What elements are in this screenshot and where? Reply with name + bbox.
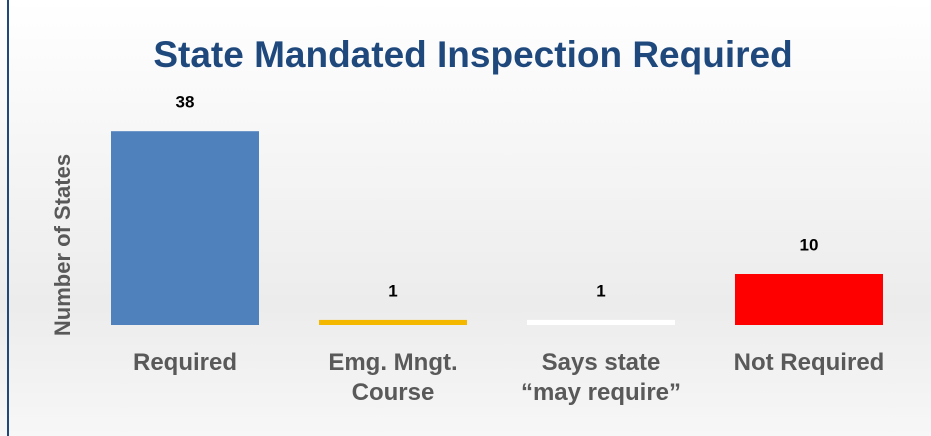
bar (319, 319, 467, 325)
value-label: 1 (596, 281, 605, 300)
value-label: 1 (388, 281, 397, 300)
y-axis-label: Number of States (50, 154, 75, 336)
value-label: 38 (176, 93, 195, 112)
x-tick-label: Says state “may require” (520, 349, 682, 406)
bar (111, 131, 259, 325)
x-tick-label: Emg. Mngt. Course (328, 349, 458, 406)
x-tick-label: Not Required (733, 349, 885, 376)
x-tick-label: Required (132, 349, 237, 376)
bar (527, 319, 675, 325)
chart-title: State Mandated Inspection Required (153, 34, 792, 75)
value-label: 10 (800, 235, 819, 254)
bar (735, 274, 883, 325)
